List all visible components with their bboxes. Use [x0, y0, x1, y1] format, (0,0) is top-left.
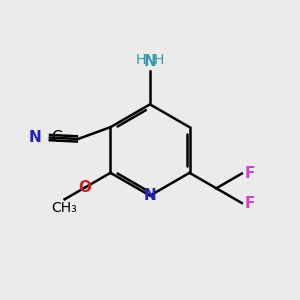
Text: O: O	[79, 180, 92, 195]
Text: N: N	[144, 188, 156, 203]
Text: N: N	[144, 54, 156, 69]
Text: F: F	[245, 166, 255, 181]
Text: F: F	[245, 196, 255, 211]
Text: C: C	[52, 130, 62, 145]
Text: H: H	[154, 53, 164, 67]
Text: N: N	[28, 130, 41, 145]
Text: H: H	[136, 53, 146, 67]
Text: CH₃: CH₃	[52, 201, 77, 215]
